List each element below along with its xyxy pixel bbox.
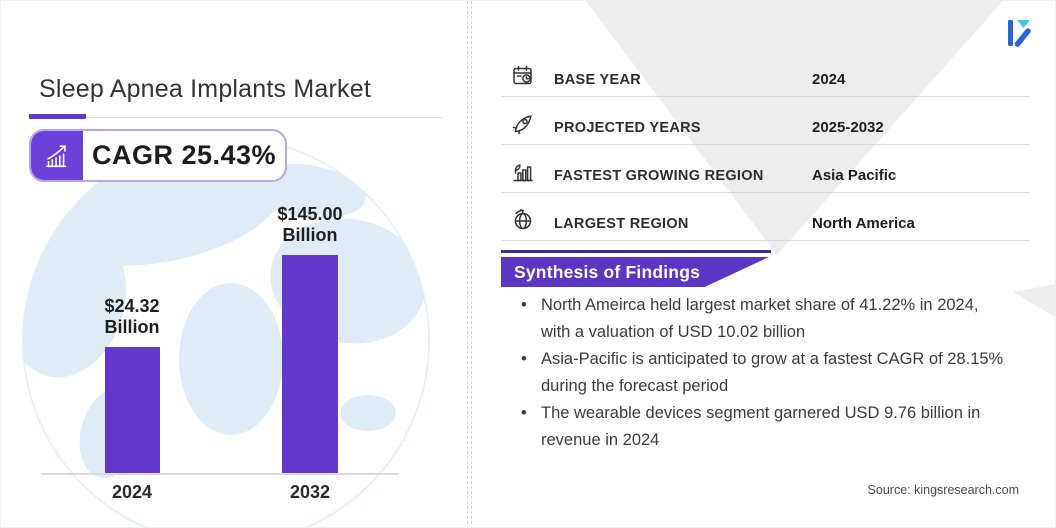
bar-value-label-2032: $145.00 Billion xyxy=(240,204,380,246)
bar-value-unit: Billion xyxy=(282,225,338,245)
panel-divider-dashed-line xyxy=(467,1,468,527)
x-axis-label-2024: 2024 xyxy=(111,482,153,502)
calendar-icon xyxy=(513,65,532,85)
info-row-label: LARGEST REGION xyxy=(554,216,689,232)
right-edge-wedge-shape xyxy=(1013,284,1055,317)
info-row-value: 2024 xyxy=(812,71,846,88)
title-underline xyxy=(29,117,443,118)
source-attribution[interactable]: Source: kingsresearch.com xyxy=(867,483,1019,497)
info-row-label: PROJECTED YEARS xyxy=(554,120,701,136)
info-row-projected-years: PROJECTED YEARS 2025-2032 xyxy=(501,97,1029,145)
finding-item: North Ameirca held largest market share … xyxy=(507,292,1012,346)
findings-bullet-list: North Ameirca held largest market share … xyxy=(507,292,1012,454)
chart-baseline xyxy=(41,473,399,475)
market-info-table: BASE YEAR 2024 PROJECTED YEARS 2025-2032… xyxy=(501,49,1029,241)
info-row-largest-region: LARGEST REGION North America xyxy=(501,193,1029,241)
globe-icon xyxy=(514,209,532,230)
info-row-label: FASTEST GROWING REGION xyxy=(554,168,764,184)
info-row-label: BASE YEAR xyxy=(554,72,642,88)
info-row-base-year: BASE YEAR 2024 xyxy=(501,49,1029,97)
growth-chart-icon xyxy=(45,144,67,167)
x-axis-label-2032: 2032 xyxy=(289,482,331,502)
synthesis-banner-top-strip xyxy=(501,250,771,253)
bar-2032 xyxy=(282,255,338,474)
panel-divider-dashed-line xyxy=(471,1,472,527)
title-underline-accent xyxy=(29,114,86,119)
rocket-icon xyxy=(512,115,532,135)
cagr-icon-box xyxy=(31,131,83,180)
bar-value-unit: Billion xyxy=(104,317,160,337)
finding-item: Asia-Pacific is anticipated to grow at a… xyxy=(507,346,1012,400)
info-row-value: Asia Pacific xyxy=(812,167,897,184)
cagr-value-label: CAGR 25.43% xyxy=(91,140,277,170)
growth-icon xyxy=(513,164,533,182)
finding-item: The wearable devices segment garnered US… xyxy=(507,400,1012,454)
info-row-value: North America xyxy=(812,215,915,232)
bar-value-label-2024: $24.32 Billion xyxy=(62,296,202,338)
inverted-triangle-shape xyxy=(586,1,1003,255)
bar-2024 xyxy=(105,347,160,474)
kings-research-k-logo[interactable] xyxy=(1007,16,1035,50)
info-row-value: 2025-2032 xyxy=(812,119,884,136)
synthesis-heading: Synthesis of Findings xyxy=(514,262,701,282)
cagr-badge: CAGR 25.43% xyxy=(29,129,287,182)
bar-value-amount: $145.00 xyxy=(277,204,343,224)
info-row-fastest-growing-region: FASTEST GROWING REGION Asia Pacific xyxy=(501,145,1029,193)
bar-value-amount: $24.32 xyxy=(104,296,160,316)
page-title: Sleep Apnea Implants Market xyxy=(39,75,371,103)
